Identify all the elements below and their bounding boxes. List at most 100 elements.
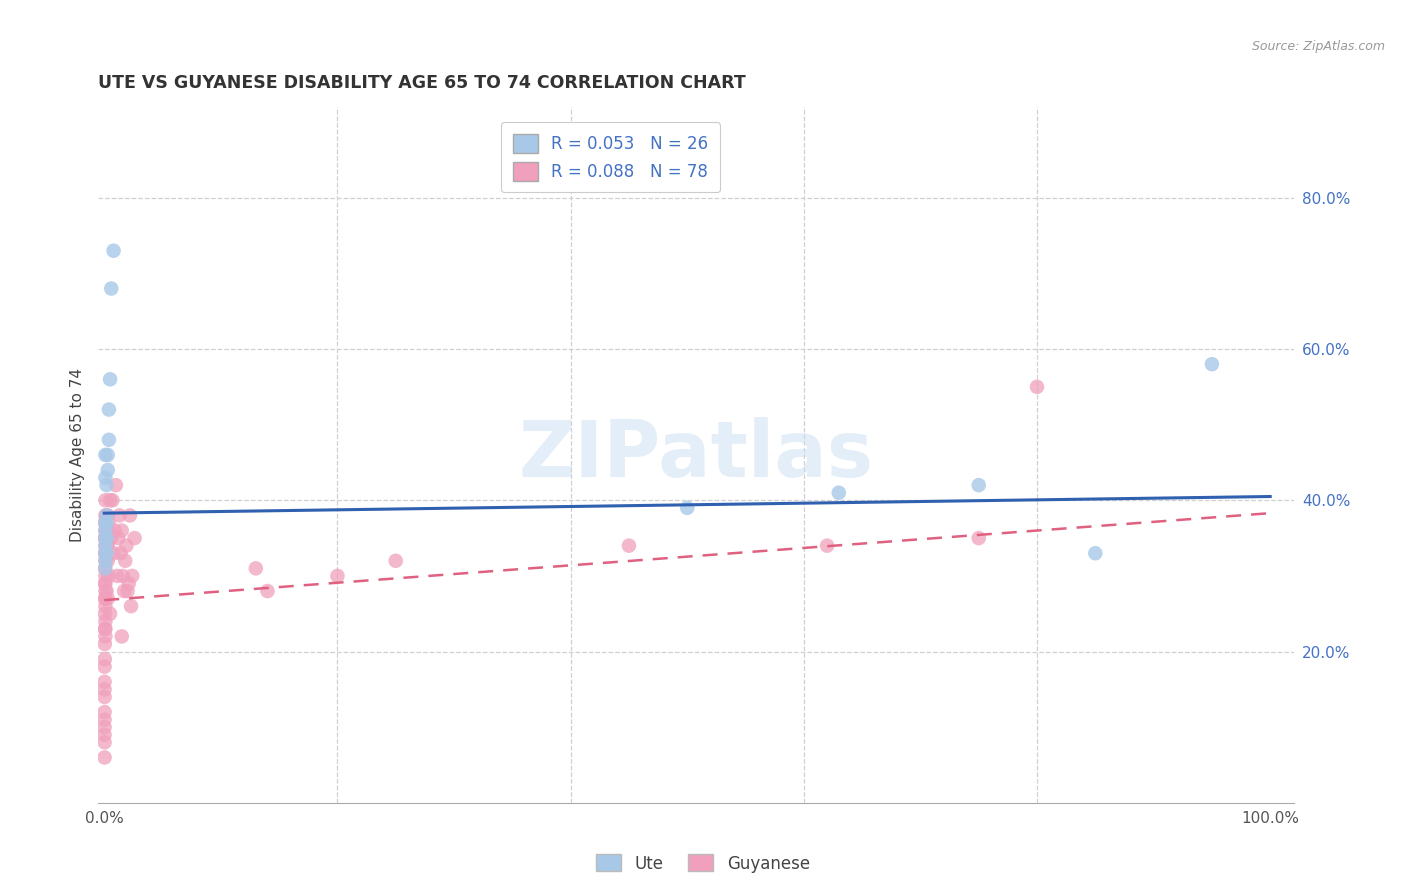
Point [617,539,640,553]
Point [326,569,349,583]
Point [828,485,851,500]
Point [104,478,127,492]
Text: ZIPatlas: ZIPatlas [519,417,873,493]
Point [105,569,128,583]
Point [96,546,118,560]
Text: UTE VS GUYANESE DISABILITY AGE 65 TO 74 CORRELATION CHART: UTE VS GUYANESE DISABILITY AGE 65 TO 74 … [98,74,747,92]
Point [94,546,117,560]
Point [94,554,117,568]
Point [94,607,117,621]
Point [97,524,120,538]
Point [94,629,117,643]
Y-axis label: Disability Age 65 to 74: Disability Age 65 to 74 [69,368,84,542]
Point [94,652,117,666]
Point [93,682,115,697]
Point [114,554,136,568]
Point [96,531,118,545]
Point [94,637,117,651]
Point [94,524,117,538]
Point [1201,357,1223,371]
Point [967,531,990,545]
Point [94,448,117,462]
Point [121,569,143,583]
Point [256,584,278,599]
Point [93,705,115,719]
Point [94,470,117,484]
Point [94,561,117,575]
Point [97,402,120,417]
Point [1084,546,1107,560]
Point [94,546,117,560]
Point [111,629,134,643]
Point [94,561,117,575]
Point [676,500,699,515]
Legend: Ute, Guyanese: Ute, Guyanese [589,847,817,880]
Point [97,539,120,553]
Point [108,508,131,523]
Point [97,554,120,568]
Point [93,674,115,689]
Point [98,607,121,621]
Point [103,244,125,258]
Point [94,615,117,629]
Point [96,516,118,530]
Point [96,508,118,523]
Point [97,508,120,523]
Text: Source: ZipAtlas.com: Source: ZipAtlas.com [1251,40,1385,54]
Point [94,539,117,553]
Point [104,524,127,538]
Point [94,539,117,553]
Point [94,508,117,523]
Point [96,584,118,599]
Point [93,750,115,764]
Point [115,539,138,553]
Legend: R = 0.053   N = 26, R = 0.088   N = 78: R = 0.053 N = 26, R = 0.088 N = 78 [501,122,720,193]
Point [94,584,117,599]
Point [98,372,121,386]
Point [96,531,118,545]
Point [97,463,120,477]
Point [98,493,121,508]
Point [94,516,117,530]
Point [110,546,132,560]
Point [111,524,134,538]
Point [120,599,142,614]
Point [96,478,118,492]
Point [93,713,115,727]
Point [124,531,146,545]
Point [94,622,117,636]
Point [815,539,838,553]
Point [967,478,990,492]
Point [93,659,115,673]
Point [93,728,115,742]
Point [245,561,267,575]
Point [107,531,129,545]
Point [94,554,117,568]
Point [384,554,406,568]
Point [96,508,118,523]
Point [97,591,120,606]
Point [97,516,120,530]
Point [94,493,117,508]
Point [94,591,117,606]
Point [94,524,117,538]
Point [94,576,117,591]
Point [96,524,118,538]
Point [93,720,115,734]
Point [97,448,120,462]
Point [118,508,141,523]
Point [96,539,118,553]
Point [112,584,135,599]
Point [94,599,117,614]
Point [118,576,141,591]
Point [100,281,122,295]
Point [117,584,139,599]
Point [94,531,117,545]
Point [94,531,117,545]
Point [94,516,117,530]
Point [94,531,117,545]
Point [97,569,120,583]
Point [93,690,115,704]
Point [93,735,115,749]
Point [1026,380,1049,394]
